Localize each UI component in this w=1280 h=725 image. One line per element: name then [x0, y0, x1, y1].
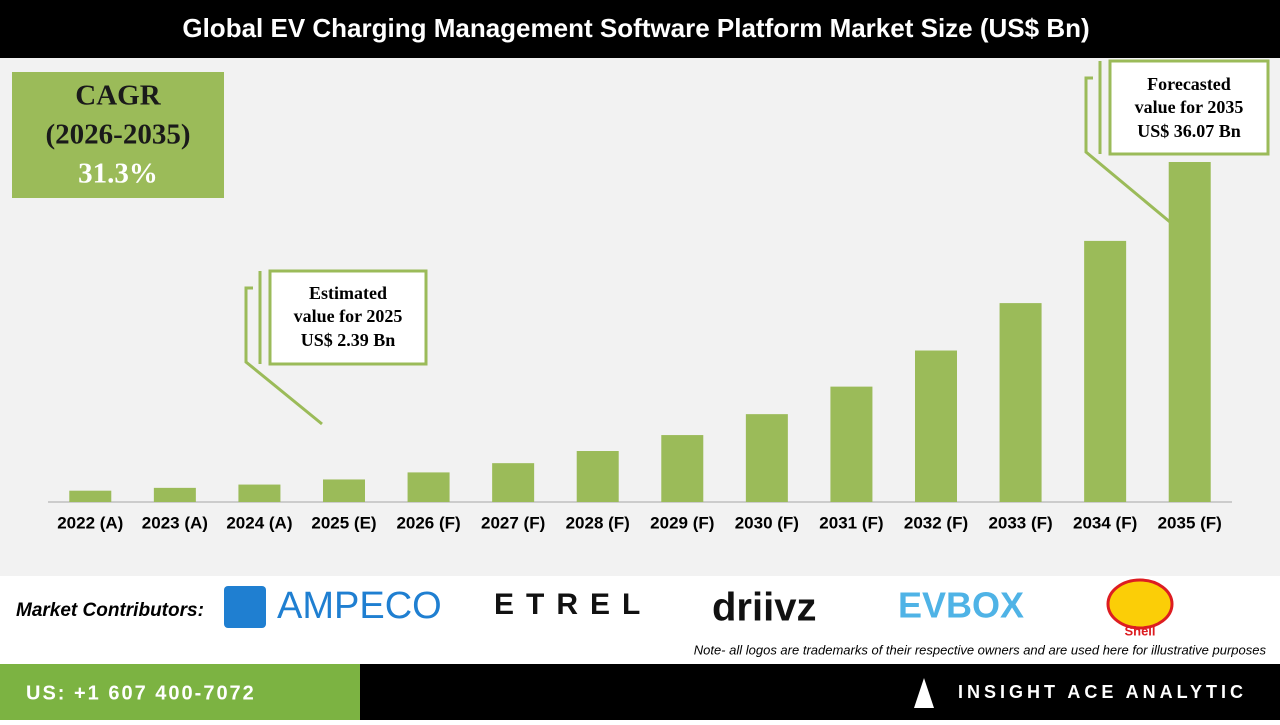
callout-line: Forecasted [1147, 74, 1231, 94]
logo: ETREL [494, 588, 652, 621]
x-tick-label: 2024 (A) [226, 513, 292, 532]
logo: AMPECO [277, 585, 442, 627]
x-tick-label: 2034 (F) [1073, 513, 1137, 532]
bar [661, 435, 704, 502]
callout-line: US$ 2.39 Bn [301, 330, 396, 350]
cagr-value: 31.3% [78, 158, 158, 190]
bar [999, 303, 1042, 502]
callout-frames [244, 59, 1270, 426]
cagr-period: (2026-2035) [46, 119, 191, 151]
x-tick-label: 2030 (F) [735, 513, 799, 532]
footer-right [360, 664, 1280, 720]
bar [323, 479, 365, 502]
logo: driivz [712, 586, 816, 630]
cagr-label: CAGR [75, 80, 161, 112]
x-tick-label: 2026 (F) [396, 513, 460, 532]
shell-icon [1106, 578, 1174, 630]
x-tick-label: 2025 (E) [311, 513, 376, 532]
ampeco-icon [224, 586, 266, 628]
callout-line: value for 2035 [1135, 97, 1244, 117]
logo: EVBOX [898, 585, 1024, 626]
contributors-strip [0, 576, 1280, 664]
logo: Shell [1124, 623, 1155, 638]
bar [492, 463, 535, 502]
x-tick-label: 2032 (F) [904, 513, 968, 532]
callout-line: US$ 36.07 Bn [1137, 121, 1241, 141]
bar [830, 386, 873, 502]
brand-icon [914, 678, 934, 708]
title: Global EV Charging Management Software P… [182, 13, 1089, 43]
x-tick-label: 2028 (F) [566, 513, 630, 532]
bar [407, 472, 450, 502]
title-bar [0, 0, 1280, 58]
cagr-box [12, 72, 224, 198]
x-tick-label: 2022 (A) [57, 513, 123, 532]
bar [745, 414, 788, 502]
bar [238, 484, 281, 502]
x-tick-label: 2031 (F) [819, 513, 883, 532]
brand: INSIGHT ACE ANALYTIC [958, 682, 1247, 702]
x-tick-label: 2033 (F) [988, 513, 1052, 532]
x-tick-label: 2027 (F) [481, 513, 545, 532]
note: Note- all logos are trademarks of their … [694, 642, 1267, 657]
bar [576, 451, 619, 502]
x-tick-label: 2029 (F) [650, 513, 714, 532]
x-tick-label: 2023 (A) [142, 513, 208, 532]
footer-left [0, 664, 360, 720]
bar [153, 487, 196, 502]
bar [1168, 162, 1211, 502]
bar [915, 350, 957, 502]
x-tick-label: 2035 (F) [1158, 513, 1222, 532]
bar [1084, 240, 1127, 502]
bar [69, 490, 112, 502]
callout-line: Estimated [309, 283, 387, 303]
callout-line: value for 2025 [294, 306, 403, 326]
phone: US: +1 607 400-7072 [26, 682, 256, 704]
contributors-label: Market Contributors: [16, 600, 204, 621]
